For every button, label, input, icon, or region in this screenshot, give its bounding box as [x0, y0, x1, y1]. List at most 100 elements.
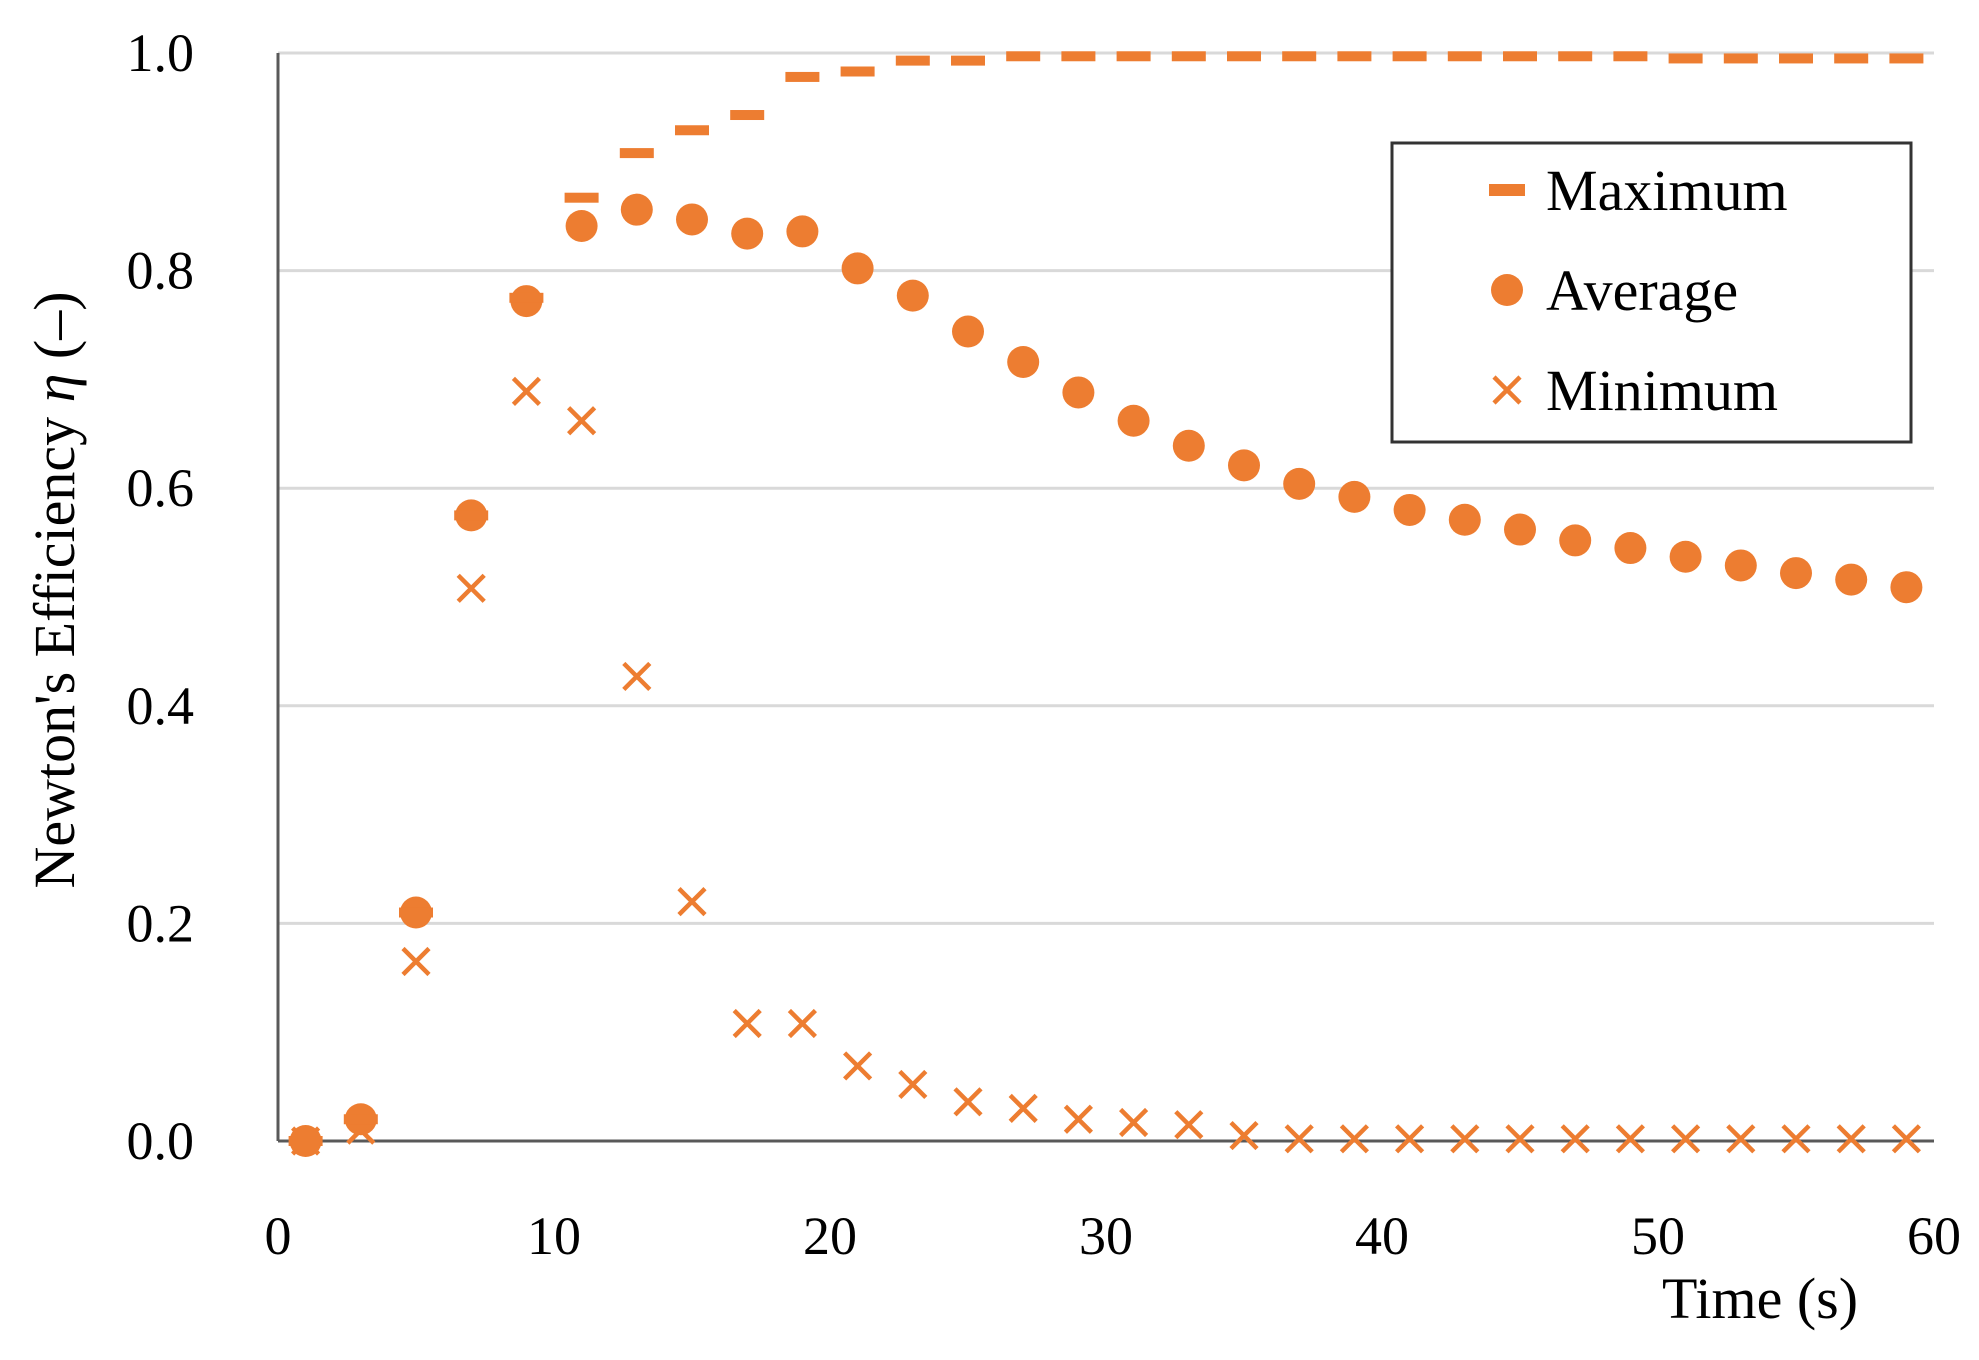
minimum-point [1284, 1124, 1314, 1154]
minimum-point [677, 887, 707, 917]
y-axis-title-symbol: η [22, 374, 87, 403]
maximum-point [1282, 51, 1317, 62]
legend-maximum-label: Maximum [1546, 158, 1788, 223]
minimum-point [953, 1087, 983, 1117]
minimum-point [1505, 1124, 1535, 1154]
minimum-point [511, 376, 541, 406]
minimum-point [456, 573, 486, 603]
minimum-point [1615, 1124, 1645, 1154]
maximum-point [675, 125, 709, 136]
x-tick-label: 50 [1631, 1206, 1685, 1266]
maximum-point [1613, 51, 1648, 62]
series-minimum [291, 376, 1921, 1156]
minimum-point [1119, 1107, 1149, 1138]
average-point [1780, 557, 1812, 590]
legend-box [1390, 141, 1913, 444]
minimum-point [1450, 1124, 1480, 1154]
minimum-point [1063, 1104, 1093, 1134]
average-point [1117, 404, 1150, 437]
legend-average-label: Average [1546, 258, 1738, 323]
average-point [1669, 540, 1702, 573]
maximum-point [1723, 53, 1758, 64]
average-point [676, 203, 708, 236]
legend-maximum-icon [1489, 184, 1525, 196]
minimum-point [787, 1008, 817, 1039]
average-point [1062, 376, 1095, 409]
average-point [1835, 563, 1868, 596]
minimum-point [1781, 1124, 1811, 1154]
minimum-point [1836, 1124, 1866, 1154]
maximum-point [1889, 53, 1924, 64]
x-tick-label: 30 [1079, 1206, 1133, 1266]
x-tick-label: 0 [265, 1206, 292, 1266]
minimum-point [1008, 1093, 1038, 1123]
x-axis-title: Time (s) [1662, 1266, 1858, 1331]
y-tick-label: 1.0 [127, 23, 195, 83]
y-tick-label: 0.8 [127, 241, 195, 301]
maximum-point [1834, 53, 1869, 64]
maximum-point [399, 907, 433, 918]
minimum-point [622, 661, 652, 692]
average-point [1890, 571, 1923, 604]
minimum-point [567, 406, 597, 436]
average-point [1724, 549, 1757, 582]
y-tick-label: 0.6 [127, 458, 195, 518]
maximum-point [730, 110, 765, 121]
legend-items: Maximum Average Minimum [1489, 158, 1788, 423]
minimum-point [1395, 1124, 1425, 1154]
minimum-point [1891, 1124, 1921, 1154]
minimum-point [732, 1008, 762, 1039]
maximum-point [454, 510, 489, 521]
maximum-point [1337, 51, 1372, 62]
maximum-point [1558, 51, 1593, 62]
x-tick-label: 10 [527, 1206, 581, 1266]
average-point [731, 217, 764, 250]
legend-average-icon [1491, 274, 1523, 306]
average-point [786, 215, 819, 248]
maximum-point [619, 148, 654, 159]
maximum-point [564, 192, 599, 203]
maximum-point [840, 66, 875, 77]
maximum-point [785, 71, 820, 82]
minimum-point [898, 1069, 928, 1100]
legend-minimum-icon [1492, 375, 1522, 405]
minimum-point [1229, 1120, 1259, 1151]
maximum-point [1668, 53, 1703, 64]
maximum-point [1779, 53, 1813, 64]
average-point [1172, 429, 1205, 462]
average-point [896, 279, 929, 312]
maximum-point [895, 55, 930, 66]
maximum-point [1171, 51, 1206, 62]
minimum-point [1560, 1124, 1590, 1154]
legend: Maximum Average Minimum [1390, 141, 1913, 444]
maximum-point [1392, 51, 1427, 62]
maximum-point [1227, 51, 1261, 62]
y-tick-labels: 0.0 0.2 0.4 0.6 0.8 1.0 [127, 23, 195, 1171]
average-point [1283, 467, 1316, 500]
axes [276, 53, 1934, 1143]
average-point [1448, 503, 1481, 536]
minimum-point [1174, 1110, 1204, 1140]
series-maximum [288, 51, 1924, 1146]
y-tick-label: 0.4 [127, 676, 195, 736]
maximum-point [288, 1136, 323, 1146]
average-point [841, 252, 874, 285]
maximum-point [1447, 51, 1482, 62]
minimum-point [843, 1051, 873, 1081]
average-point [952, 315, 984, 348]
average-point [1007, 345, 1040, 378]
legend-minimum-label: Minimum [1546, 358, 1778, 423]
maximum-point [1503, 51, 1537, 62]
average-point [1228, 449, 1260, 482]
y-tick-label: 0.0 [127, 1111, 195, 1171]
data-series [288, 51, 1924, 1157]
minimum-point [401, 946, 431, 977]
maximum-point [951, 55, 985, 66]
y-tick-label: 0.2 [127, 893, 195, 953]
average-point [1393, 493, 1426, 526]
maximum-point [343, 1114, 378, 1125]
maximum-point [509, 292, 544, 303]
average-point [1559, 524, 1592, 557]
minimum-point [1339, 1124, 1369, 1154]
